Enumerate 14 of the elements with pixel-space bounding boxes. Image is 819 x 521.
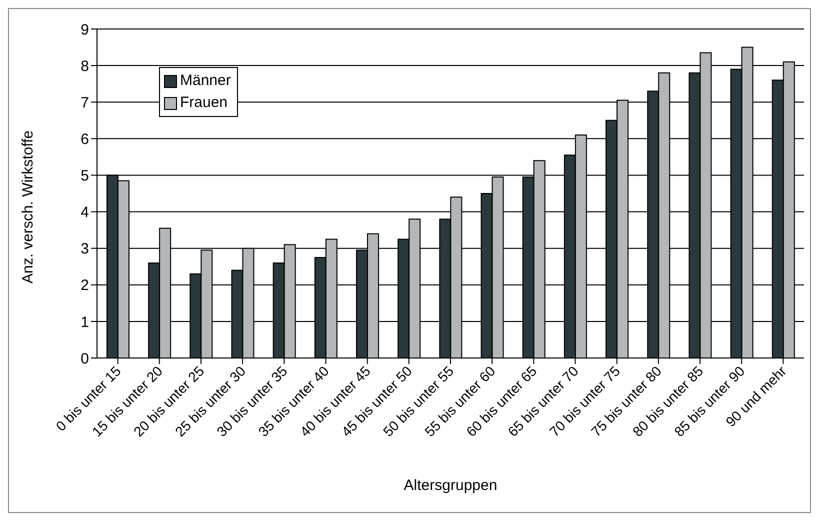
- y-tick-label: 2: [80, 277, 89, 294]
- y-tick-label: 0: [80, 350, 89, 368]
- y-tick-label: 1: [80, 314, 89, 331]
- y-tick-label: 7: [80, 94, 89, 112]
- y-tick-label: 4: [80, 204, 89, 222]
- y-tick-label: 6: [80, 130, 89, 148]
- legend-label: Frauen: [180, 93, 228, 113]
- y-axis-title: Anz. versch. Wirkstoffe: [19, 130, 36, 284]
- x-axis-title: Altersgruppen: [404, 477, 498, 494]
- legend-label: Männer: [180, 71, 231, 91]
- y-tick-label: 3: [80, 240, 89, 258]
- y-tick-label: 5: [80, 168, 89, 185]
- y-tick-label: 8: [80, 58, 89, 75]
- y-tick-label: 9: [80, 21, 89, 38]
